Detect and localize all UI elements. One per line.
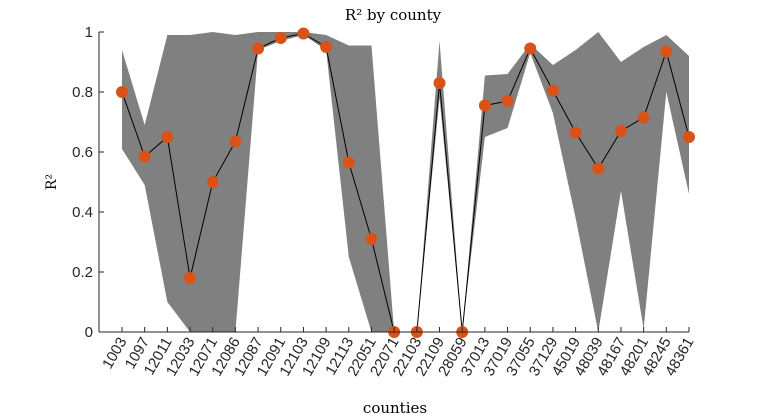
data-point [161,131,174,143]
data-point [524,42,537,55]
data-point [501,95,514,107]
data-point [365,233,378,245]
axes [98,31,690,333]
y-tick-labels: 0 0.2 0.4 0.6 0.8 1 [72,24,93,341]
data-point [297,27,310,40]
data-point [683,131,695,143]
data-point [252,42,265,55]
x-tick-labels: 1003109712011120331207112086120871209112… [99,335,697,380]
data-point [592,162,605,175]
y-tick-label: 0.4 [72,204,93,221]
data-point [614,125,627,137]
y-tick-label: 0.6 [72,144,93,161]
data-point [546,84,559,97]
data-point [138,150,151,163]
band-area [122,32,689,332]
y-tick-label: 1 [85,24,93,41]
data-point [637,111,650,124]
chart-title: R² by county [345,6,442,24]
y-axis-label: R² [44,174,60,190]
data-point [660,45,673,58]
y-tick-label: 0 [85,324,93,341]
data-point [229,135,242,148]
x-axis-label: counties [363,399,427,417]
y-tick-label: 0.2 [72,264,93,281]
data-point [342,156,355,169]
data-point [433,77,446,89]
data-point [569,126,582,139]
confidence-band [122,32,689,332]
data-point [206,176,219,188]
data-point [116,86,128,98]
y-tick-label: 0.8 [72,84,93,101]
data-point [184,272,197,284]
data-point [320,41,333,53]
data-point [274,32,287,44]
data-point [478,99,491,112]
